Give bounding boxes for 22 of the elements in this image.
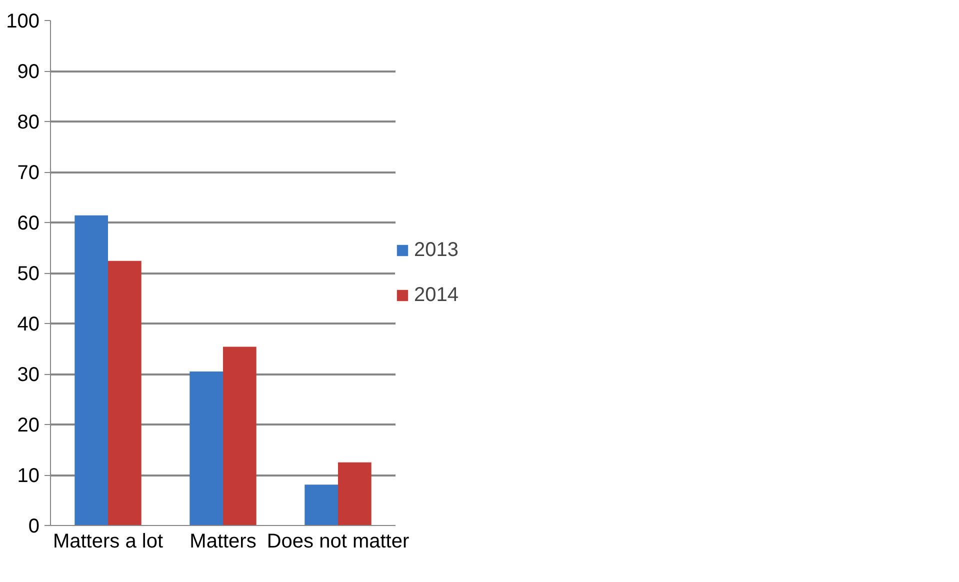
- y-tick-label: 0: [28, 516, 40, 538]
- y-tick-label: 40: [17, 314, 40, 336]
- y-tick-label: 70: [17, 162, 40, 184]
- bar: [108, 260, 142, 526]
- x-tick-label: Matters: [190, 530, 256, 552]
- y-tick-label: 60: [17, 212, 40, 234]
- y-tick-label: 30: [17, 364, 40, 386]
- x-tick-label: Matters a lot: [52, 530, 164, 552]
- y-tick-label: 50: [17, 263, 40, 285]
- bar: [190, 371, 223, 526]
- legend-label: 2013: [414, 238, 460, 262]
- y-tick-label: 10: [17, 465, 40, 487]
- bar: [74, 215, 108, 526]
- legend-label: 2014: [414, 284, 460, 306]
- y-tick-label: 20: [17, 414, 40, 436]
- y-tick-label: 90: [17, 61, 40, 83]
- bar: [338, 462, 372, 526]
- bar: [304, 484, 338, 526]
- y-tick-label: 80: [17, 112, 40, 134]
- y-tick-label: 100: [6, 10, 40, 32]
- bar: [223, 346, 256, 526]
- x-tick-label: Does not matter: [266, 530, 410, 552]
